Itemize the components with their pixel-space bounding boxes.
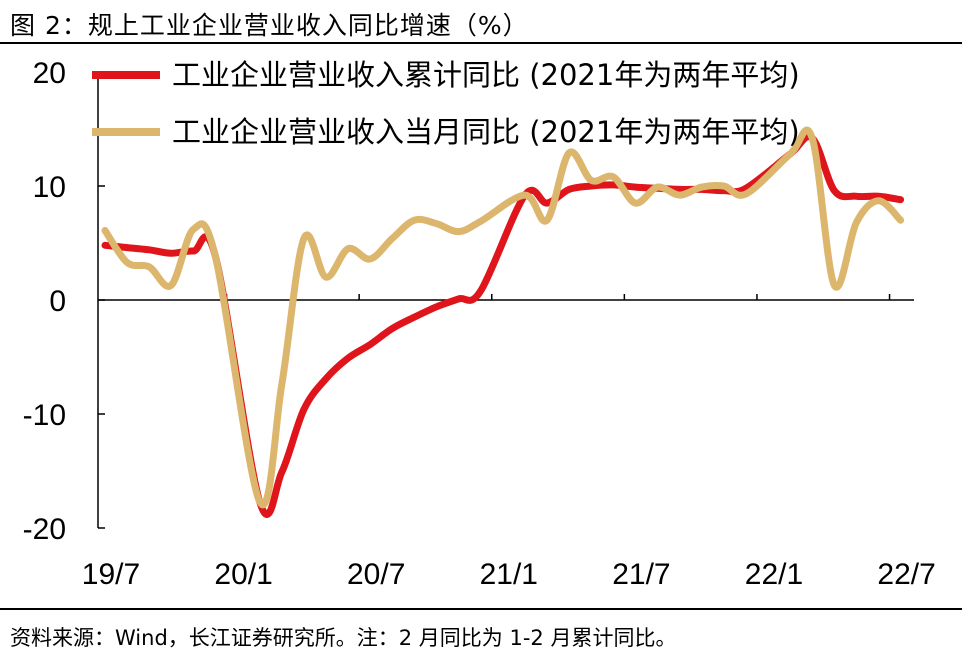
x-tick-label: 21/1 [480, 558, 538, 591]
x-tick-label: 20/1 [214, 558, 272, 591]
x-tick-label: 21/7 [612, 558, 670, 591]
legend-label-monthly: 工业企业营业收入当月同比 (2021年为两年平均) [172, 115, 800, 149]
y-tick-label: -20 [23, 513, 66, 546]
x-tick-label: 19/7 [82, 558, 140, 591]
chart-axes: 20 10 0 -10 -20 19/7 20/1 20/7 21/1 21/7 22/1 22/7 [23, 57, 936, 591]
y-tick-label: 20 [33, 57, 66, 90]
x-tick-label: 22/1 [745, 558, 803, 591]
top-rule [0, 42, 962, 44]
y-tick-label: 0 [49, 285, 66, 318]
x-tick-label: 20/7 [347, 558, 405, 591]
figure-source: 资料来源：Wind，长江证券研究所。注：2 月同比为 1-2 月累计同比。 [10, 626, 677, 650]
x-tick-label: 22/7 [877, 558, 935, 591]
legend-label-cumulative: 工业企业营业收入累计同比 (2021年为两年平均) [172, 58, 800, 92]
chart-series [101, 126, 905, 518]
y-tick-label: 10 [33, 171, 66, 204]
y-tick-label: -10 [23, 399, 66, 432]
figure-title: 图 2：规上工业企业营业收入同比增速（%） [10, 11, 529, 40]
bottom-rule [0, 608, 962, 610]
series-line-monthly [101, 126, 905, 509]
chart-legend: 工业企业营业收入累计同比 (2021年为两年平均) 工业企业营业收入当月同比 (2… [92, 58, 800, 149]
